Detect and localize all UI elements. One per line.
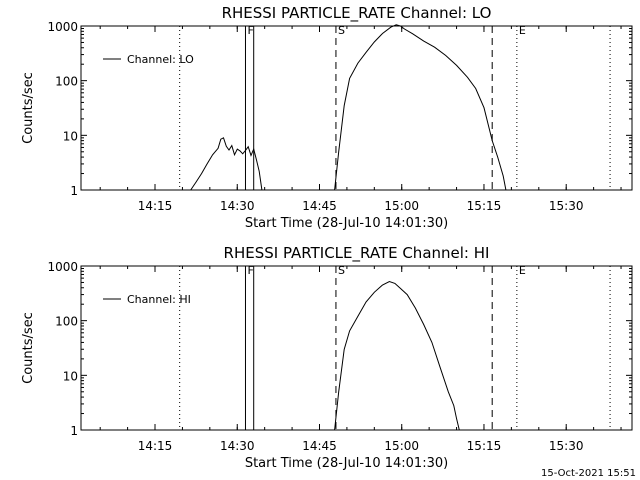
x-tick-label: 14:30 (220, 439, 255, 453)
footer-timestamp: 15-Oct-2021 15:51 (541, 468, 636, 479)
x-tick-label: 14:45 (302, 199, 337, 213)
x-tick-label: 15:00 (384, 439, 419, 453)
x-tick-label: 15:30 (549, 199, 584, 213)
x-tick-label: 15:15 (467, 199, 502, 213)
chart-panel-1: RHESSI PARTICLE_RATE Channel: LO 1 10 100 10… (21, 4, 633, 231)
x-tick-label: 15:30 (549, 439, 584, 453)
y-axis-label: Counts/sec (21, 312, 36, 384)
legend-entry: Channel: HI (127, 293, 191, 306)
x-tick-label: 14:15 (138, 199, 173, 213)
series-line-1-segment-2 (334, 24, 507, 191)
y-tick-label: 10 (63, 369, 78, 383)
chart-title: RHESSI PARTICLE_RATE Channel: LO (222, 4, 492, 23)
y-axis-label: Counts/sec (21, 72, 36, 144)
y-tick-label: 100 (55, 315, 78, 329)
plot-frame (80, 265, 633, 431)
chart-title: RHESSI PARTICLE_RATE Channel: HI (224, 244, 490, 263)
x-axis-label: Start Time (28-Jul-10 14:01:30) (245, 216, 448, 231)
y-tick-label: 1000 (47, 260, 78, 274)
y-tick-label: 1 (70, 184, 78, 198)
y-tick-label: 1 (70, 424, 78, 438)
x-axis-label: Start Time (28-Jul-10 14:01:30) (245, 456, 448, 471)
x-tick-label: 14:15 (138, 439, 173, 453)
x-tick-label: 14:45 (302, 439, 337, 453)
y-tick-label: 1000 (47, 20, 78, 34)
series-line-1-segment-1 (190, 137, 263, 191)
series-line-1-segment-1 (334, 280, 460, 431)
x-tick-label: 15:00 (384, 199, 419, 213)
y-tick-label: 10 (63, 129, 78, 143)
marker-label-F: F (247, 264, 253, 277)
chart-panel-2: RHESSI PARTICLE_RATE Channel: HI 1 10 100 10… (21, 244, 633, 471)
marker-label-E: E (519, 264, 526, 277)
marker-label-E: E (519, 24, 526, 37)
x-tick-label: 15:15 (467, 439, 502, 453)
marker-label-S: S (338, 264, 345, 277)
marker-label-S: S (338, 24, 345, 37)
y-tick-label: 100 (55, 75, 78, 89)
plot-frame (80, 25, 633, 191)
marker-label-F: F (247, 24, 253, 37)
x-tick-label: 14:30 (220, 199, 255, 213)
legend-entry: Channel: LO (127, 53, 194, 66)
